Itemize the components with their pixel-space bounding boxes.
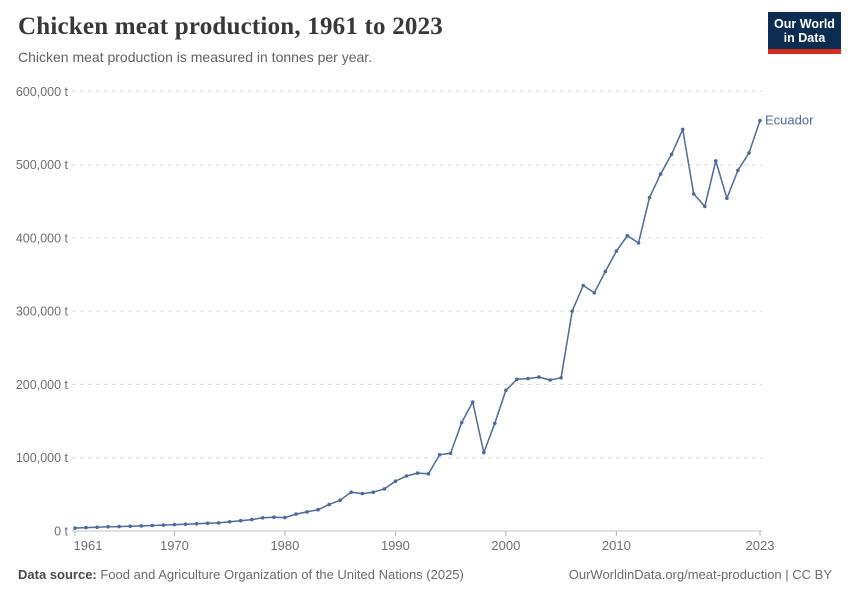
data-point[interactable] — [283, 515, 287, 520]
data-point[interactable] — [647, 195, 652, 200]
data-point[interactable] — [205, 521, 210, 525]
data-point[interactable] — [238, 518, 243, 523]
chart-subtitle: Chicken meat production is measured in t… — [18, 49, 373, 65]
data-point[interactable] — [758, 118, 762, 123]
data-point[interactable] — [603, 269, 608, 274]
data-point[interactable] — [161, 523, 166, 527]
data-point[interactable] — [371, 490, 376, 495]
data-point[interactable] — [305, 510, 309, 514]
data-point[interactable] — [426, 472, 431, 476]
data-point[interactable] — [459, 420, 464, 425]
data-point[interactable] — [570, 309, 574, 313]
x-axis-tick-label: 2000 — [491, 538, 520, 553]
data-point[interactable] — [183, 522, 188, 526]
data-point[interactable] — [227, 520, 232, 524]
data-source-note: Data source: Food and Agriculture Organi… — [18, 567, 464, 582]
data-point[interactable] — [636, 241, 641, 245]
data-point[interactable] — [504, 388, 508, 393]
data-point[interactable] — [106, 524, 110, 529]
x-axis-tick-label: 1980 — [270, 538, 299, 553]
data-point[interactable] — [691, 192, 696, 196]
data-point[interactable] — [117, 524, 121, 529]
owid-link[interactable]: OurWorldinData.org/meat-production | CC … — [568, 567, 832, 582]
data-point[interactable] — [680, 127, 685, 132]
data-point[interactable] — [250, 517, 254, 522]
y-axis-tick-label: 200,000 t — [16, 378, 69, 392]
chart-title: Chicken meat production, 1961 to 2023 — [18, 13, 444, 40]
data-point[interactable] — [216, 521, 221, 525]
data-point[interactable] — [272, 515, 276, 519]
data-point[interactable] — [139, 524, 144, 528]
data-point[interactable] — [625, 233, 630, 238]
data-point[interactable] — [736, 168, 740, 173]
data-point[interactable] — [294, 512, 298, 516]
x-axis-tick-label: 2023 — [746, 538, 775, 553]
y-axis-tick-label: 300,000 t — [16, 305, 69, 319]
owid-logo-line1: Our World — [774, 17, 835, 31]
data-point[interactable] — [725, 196, 729, 201]
data-point[interactable] — [404, 474, 409, 478]
data-source-label: Data source: — [18, 567, 97, 582]
owid-logo-line2: in Data — [783, 31, 826, 45]
x-axis-tick-label: 1961 — [74, 538, 103, 553]
data-point[interactable] — [338, 498, 343, 503]
y-axis-tick-label: 500,000 t — [16, 158, 69, 172]
data-point[interactable] — [316, 507, 320, 512]
data-point[interactable] — [261, 516, 265, 520]
y-axis-tick-label: 600,000 t — [16, 85, 69, 99]
data-point[interactable] — [592, 291, 597, 295]
series-label[interactable]: Ecuador — [765, 113, 814, 128]
data-point[interactable] — [194, 522, 199, 526]
data-point[interactable] — [669, 152, 674, 157]
data-point[interactable] — [559, 376, 563, 380]
data-point[interactable] — [703, 204, 707, 209]
data-point[interactable] — [548, 378, 552, 382]
owid-logo[interactable]: Our World in Data — [768, 12, 841, 54]
data-point[interactable] — [526, 376, 530, 381]
data-point[interactable] — [73, 526, 77, 530]
data-source-text: Food and Agriculture Organization of the… — [100, 567, 464, 582]
data-point[interactable] — [382, 487, 387, 491]
y-axis-tick-label: 400,000 t — [16, 231, 69, 245]
y-axis-tick-label: 0 t — [54, 525, 68, 539]
data-point[interactable] — [437, 453, 442, 457]
data-point[interactable] — [349, 490, 354, 495]
data-line-ecuador[interactable] — [74, 119, 761, 529]
data-point[interactable] — [581, 283, 585, 288]
data-point[interactable] — [84, 525, 88, 530]
data-point[interactable] — [470, 400, 475, 404]
data-point[interactable] — [172, 522, 177, 527]
chart-header: Chicken meat production, 1961 to 2023 Ch… — [18, 12, 760, 65]
data-point[interactable] — [128, 524, 132, 528]
data-point[interactable] — [448, 451, 453, 456]
data-point[interactable] — [393, 479, 398, 484]
data-point[interactable] — [493, 421, 497, 426]
data-point[interactable] — [150, 523, 155, 528]
data-point[interactable] — [327, 502, 331, 507]
data-point[interactable] — [482, 450, 486, 455]
line-chart[interactable]: 0 t 100,000 t 200,000 t 300,000 t 400,000 t 5… — [0, 0, 850, 560]
data-point[interactable] — [714, 159, 718, 163]
x-axis-tick-label: 2010 — [602, 538, 631, 553]
data-point[interactable] — [614, 249, 619, 253]
y-axis-tick-label: 100,000 t — [16, 451, 69, 465]
data-point[interactable] — [658, 172, 663, 176]
data-point[interactable] — [747, 151, 751, 155]
x-axis-tick-label: 1990 — [381, 538, 410, 553]
data-point[interactable] — [537, 375, 541, 379]
data-point[interactable] — [515, 377, 519, 382]
chart-footer: Data source: Food and Agriculture Organi… — [18, 567, 832, 582]
data-point[interactable] — [415, 471, 420, 475]
data-point[interactable] — [360, 491, 365, 496]
data-point[interactable] — [95, 525, 99, 529]
x-axis-tick-label: 1970 — [160, 538, 189, 553]
